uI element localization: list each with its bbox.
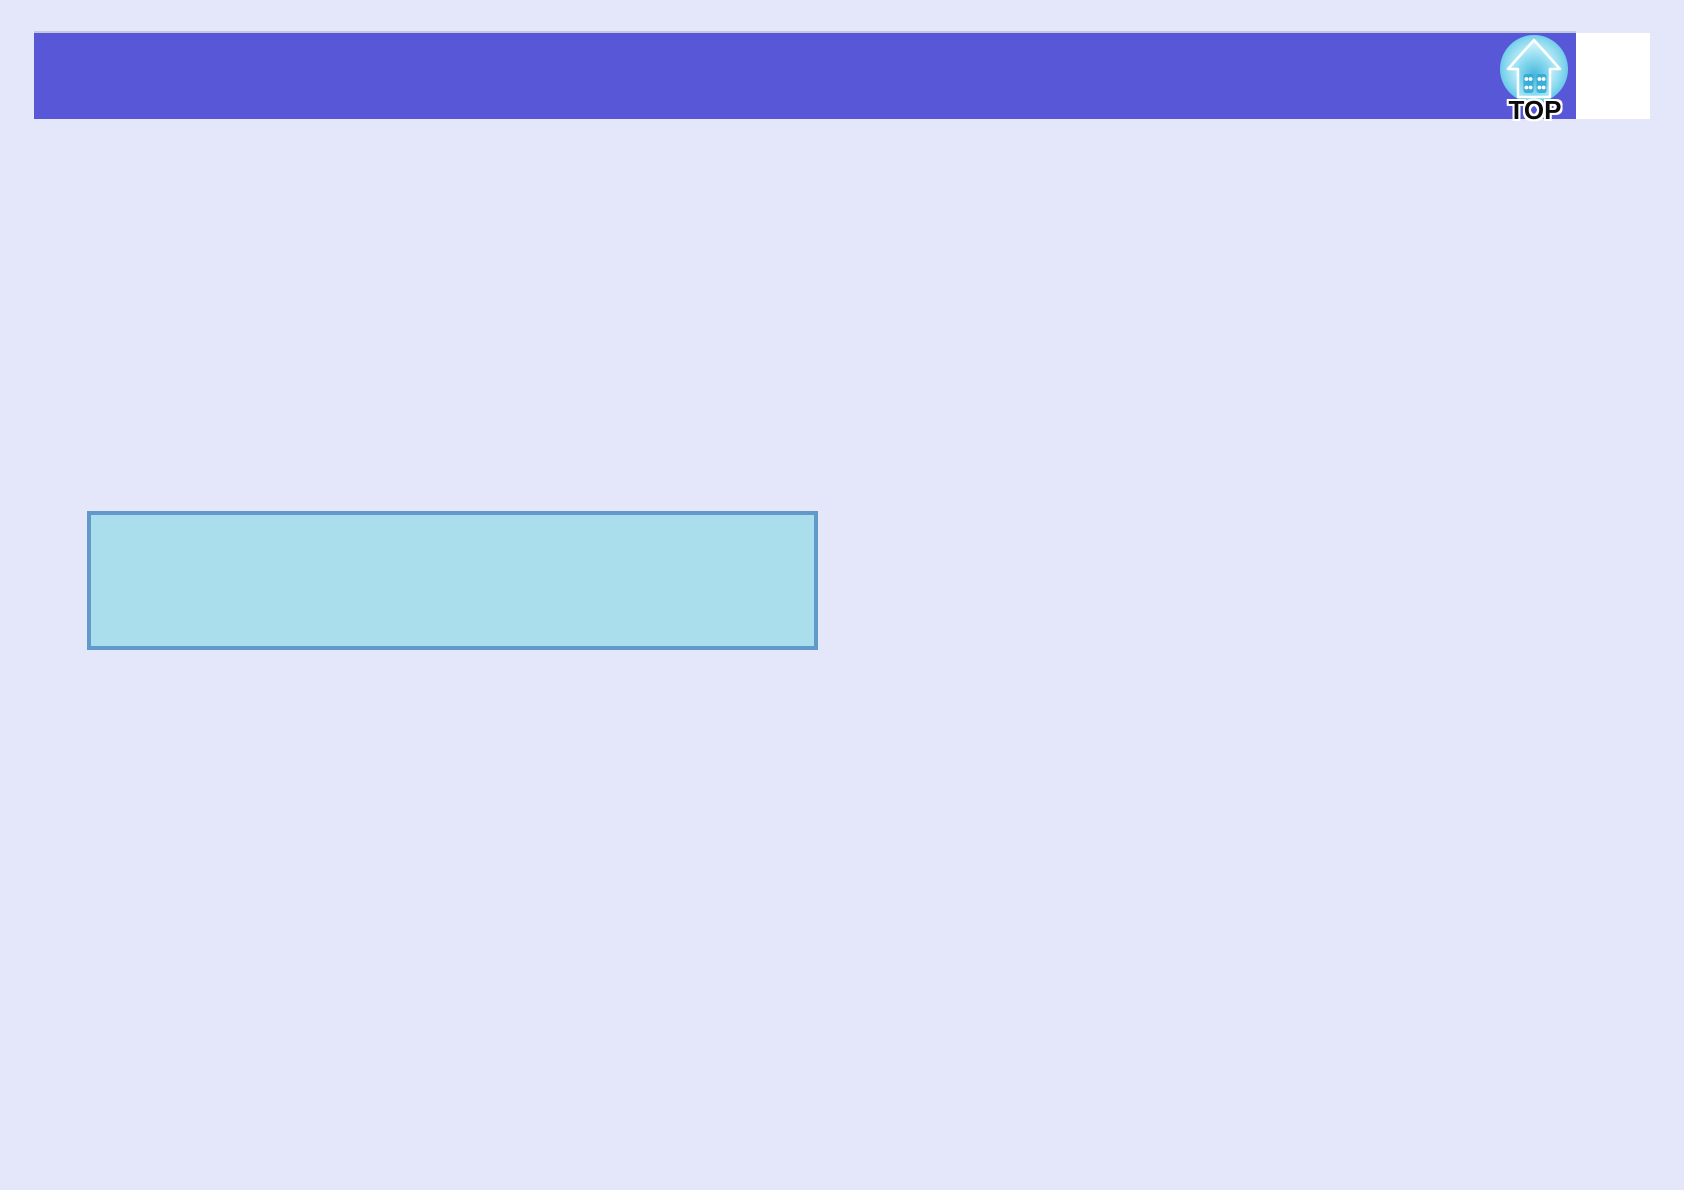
top-button[interactable]: TOP xyxy=(1494,33,1580,125)
page-corner-box xyxy=(1576,33,1650,119)
top-button-label: TOP xyxy=(1508,95,1562,125)
header-bar xyxy=(34,31,1576,119)
highlight-box xyxy=(87,511,818,650)
